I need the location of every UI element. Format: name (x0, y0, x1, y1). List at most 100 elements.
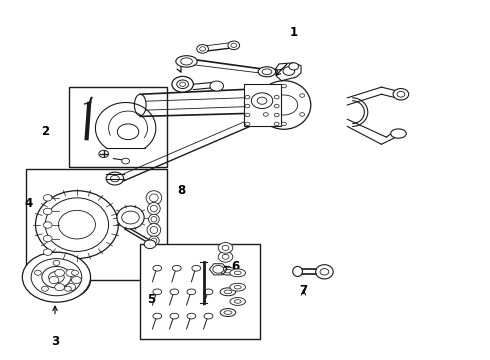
Ellipse shape (153, 313, 162, 319)
Ellipse shape (111, 175, 119, 182)
Ellipse shape (34, 270, 41, 275)
Ellipse shape (122, 211, 139, 224)
Ellipse shape (151, 238, 157, 243)
Ellipse shape (234, 300, 241, 303)
Ellipse shape (300, 94, 305, 97)
Ellipse shape (172, 76, 194, 92)
Ellipse shape (251, 93, 273, 109)
Ellipse shape (99, 150, 109, 157)
Ellipse shape (228, 41, 240, 50)
Ellipse shape (149, 194, 158, 202)
Ellipse shape (180, 82, 186, 86)
Ellipse shape (274, 104, 279, 108)
Ellipse shape (49, 268, 81, 292)
Ellipse shape (218, 251, 233, 262)
Text: 4: 4 (24, 197, 32, 210)
Text: 9: 9 (178, 82, 187, 95)
Ellipse shape (65, 286, 72, 291)
Ellipse shape (72, 276, 81, 284)
Ellipse shape (42, 266, 71, 288)
Ellipse shape (172, 265, 181, 271)
Ellipse shape (213, 265, 223, 273)
Ellipse shape (274, 122, 279, 126)
Ellipse shape (49, 271, 64, 283)
Ellipse shape (222, 246, 229, 250)
Ellipse shape (150, 205, 157, 212)
Ellipse shape (134, 94, 146, 116)
Ellipse shape (148, 214, 159, 224)
Ellipse shape (181, 58, 193, 65)
Ellipse shape (43, 235, 52, 242)
Ellipse shape (43, 249, 52, 255)
Ellipse shape (282, 84, 287, 88)
Ellipse shape (224, 290, 232, 294)
Ellipse shape (218, 243, 233, 253)
Ellipse shape (43, 208, 52, 215)
Ellipse shape (220, 288, 236, 296)
Ellipse shape (148, 236, 159, 246)
Ellipse shape (270, 95, 297, 115)
Ellipse shape (224, 311, 232, 314)
Ellipse shape (220, 267, 236, 275)
Ellipse shape (45, 198, 109, 251)
Ellipse shape (66, 269, 75, 276)
Ellipse shape (49, 276, 59, 284)
Ellipse shape (257, 97, 267, 104)
Ellipse shape (153, 289, 162, 295)
Ellipse shape (150, 226, 158, 234)
Ellipse shape (187, 313, 196, 319)
Ellipse shape (55, 269, 65, 276)
Ellipse shape (391, 129, 406, 138)
Ellipse shape (147, 224, 161, 237)
Ellipse shape (151, 217, 157, 222)
Ellipse shape (393, 89, 409, 100)
Ellipse shape (147, 203, 160, 215)
Ellipse shape (187, 289, 196, 295)
Ellipse shape (282, 122, 287, 126)
Ellipse shape (43, 222, 52, 228)
Ellipse shape (55, 284, 65, 291)
Ellipse shape (66, 284, 75, 291)
Ellipse shape (192, 265, 201, 271)
Ellipse shape (245, 113, 250, 117)
Bar (244, 84, 281, 126)
Bar (26, 169, 167, 280)
Ellipse shape (23, 252, 91, 302)
Ellipse shape (316, 265, 333, 279)
Ellipse shape (117, 206, 144, 229)
Ellipse shape (245, 122, 250, 126)
Bar (140, 244, 260, 339)
Ellipse shape (204, 313, 213, 319)
Ellipse shape (230, 297, 245, 305)
Ellipse shape (106, 172, 123, 185)
Ellipse shape (234, 285, 241, 289)
Ellipse shape (231, 43, 237, 48)
Ellipse shape (293, 266, 302, 276)
Ellipse shape (177, 80, 189, 89)
Text: 1: 1 (290, 26, 298, 39)
Ellipse shape (170, 313, 179, 319)
Ellipse shape (222, 254, 229, 259)
Ellipse shape (245, 104, 250, 108)
Ellipse shape (245, 95, 250, 99)
Ellipse shape (257, 81, 311, 129)
Text: 6: 6 (231, 260, 240, 273)
Ellipse shape (264, 113, 268, 116)
Ellipse shape (283, 67, 294, 75)
Ellipse shape (144, 240, 156, 249)
Ellipse shape (274, 95, 279, 99)
Ellipse shape (300, 113, 305, 116)
Ellipse shape (264, 94, 268, 97)
Ellipse shape (258, 67, 276, 77)
Ellipse shape (146, 191, 162, 205)
Ellipse shape (43, 195, 52, 201)
Ellipse shape (289, 63, 298, 70)
Ellipse shape (31, 258, 82, 296)
Ellipse shape (234, 271, 241, 275)
Ellipse shape (170, 289, 179, 295)
Ellipse shape (220, 309, 236, 316)
Ellipse shape (230, 269, 245, 277)
Ellipse shape (42, 286, 49, 291)
Ellipse shape (35, 191, 118, 258)
Ellipse shape (230, 283, 245, 291)
